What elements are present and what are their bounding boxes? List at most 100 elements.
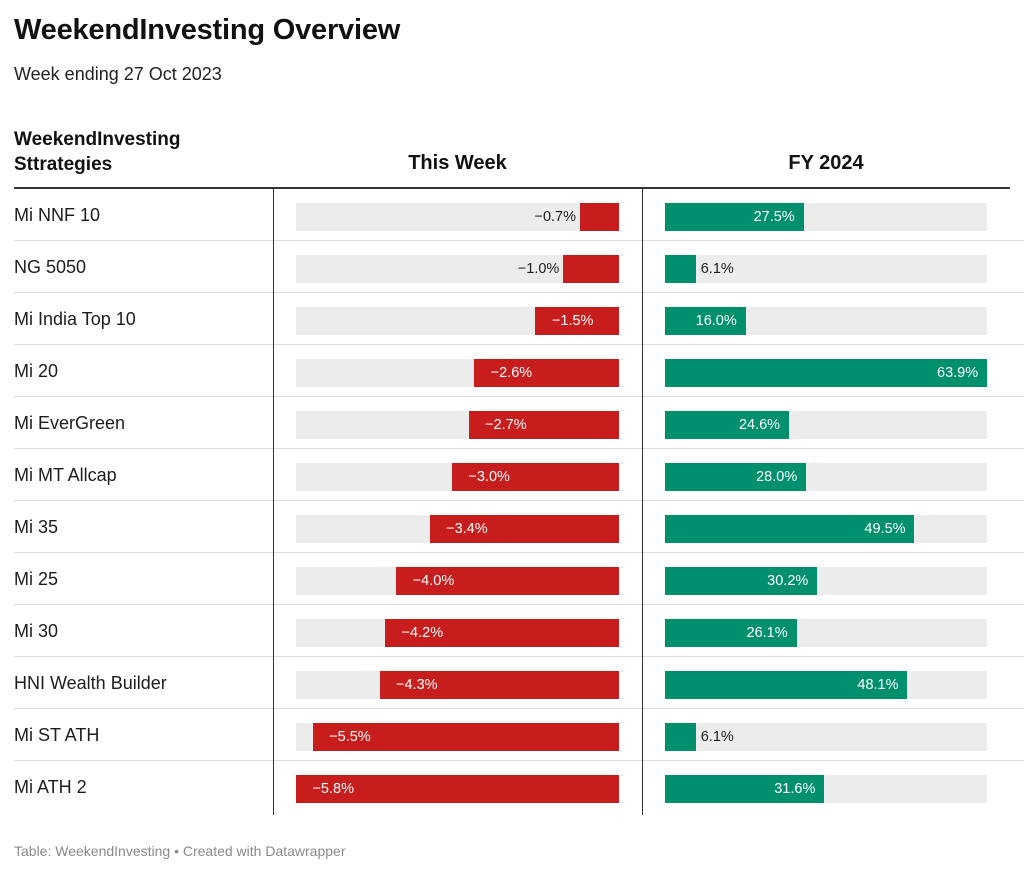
this-week-bar xyxy=(296,775,619,803)
this-week-track: −5.8% xyxy=(296,775,619,803)
column-divider-2 xyxy=(642,189,643,815)
table-row: Mi NNF 10 −0.7% 27.5% xyxy=(14,189,1024,241)
this-week-value: −5.5% xyxy=(329,729,371,745)
fy-2024-bar xyxy=(665,515,915,543)
fy-2024-value: 48.1% xyxy=(857,677,899,693)
fy-2024-value: 30.2% xyxy=(767,573,809,589)
strategy-name: HNI Wealth Builder xyxy=(14,673,167,693)
strategy-table: Mi NNF 10 −0.7% 27.5% NG 5050 −1.0% 6.1% Mi In… xyxy=(0,189,1024,813)
header-divider xyxy=(14,187,1010,189)
fy-2024-value: 63.9% xyxy=(937,365,979,381)
this-week-track: −1.5% xyxy=(296,307,619,335)
this-week-bar xyxy=(474,359,619,387)
this-week-bar xyxy=(385,619,619,647)
strategy-name: Mi India Top 10 xyxy=(14,309,136,329)
fy-2024-bar xyxy=(665,359,987,387)
this-week-track: −2.6% xyxy=(296,359,619,387)
page-title: WeekendInvesting Overview xyxy=(14,14,401,46)
this-week-bar xyxy=(468,411,619,439)
fy-2024-bar xyxy=(665,411,789,439)
this-week-value: −4.0% xyxy=(412,573,455,589)
fy-2024-value: 6.1% xyxy=(700,261,734,277)
fy-2024-value: 26.1% xyxy=(746,625,788,641)
strategy-name: Mi NNF 10 xyxy=(14,205,101,225)
fy-2024-track: 48.1% xyxy=(665,671,987,699)
strategy-name: Mi ST ATH xyxy=(14,725,100,745)
table-row: NG 5050 −1.0% 6.1% xyxy=(14,241,1024,293)
table-row: Mi 20 −2.6% 63.9% xyxy=(14,345,1024,397)
fy-2024-track: 63.9% xyxy=(665,359,987,387)
this-week-value: −3.4% xyxy=(446,521,488,537)
fy-2024-value: 6.1% xyxy=(700,729,734,745)
footer-credit: Table: WeekendInvesting • Created with D… xyxy=(14,843,346,859)
table-row: Mi ATH 2 −5.8% 31.6% xyxy=(14,761,1024,813)
this-week-bar xyxy=(429,515,619,543)
this-week-value: −5.8% xyxy=(312,781,354,797)
this-week-bar xyxy=(535,307,619,335)
fy-2024-track: 30.2% xyxy=(665,567,987,595)
this-week-value: −1.5% xyxy=(551,313,594,329)
fy-2024-value: 16.0% xyxy=(695,313,737,329)
fy-2024-value: 27.5% xyxy=(753,209,795,225)
table-row: Mi MT Allcap −3.0% 28.0% xyxy=(14,449,1024,501)
this-week-track: −4.2% xyxy=(296,619,619,647)
strategy-name: Mi ATH 2 xyxy=(14,777,87,797)
fy-2024-bar xyxy=(665,203,804,231)
column-divider-1 xyxy=(273,189,274,815)
this-week-track: −4.3% xyxy=(296,671,619,699)
column-header-this-week: This Week xyxy=(408,152,507,174)
column-header-strategies: WeekendInvesting Sttrategies xyxy=(14,129,181,175)
this-week-value: −4.2% xyxy=(401,625,444,641)
this-week-track: −0.7% xyxy=(296,203,619,231)
this-week-track: −5.5% xyxy=(296,723,619,751)
this-week-value: −4.3% xyxy=(396,677,438,693)
fy-2024-value: 49.5% xyxy=(864,521,906,537)
strategy-name: Mi 25 xyxy=(14,569,59,589)
fy-2024-bar xyxy=(665,723,696,751)
fy-2024-bar xyxy=(665,307,746,335)
strategy-name: Mi 30 xyxy=(14,621,59,641)
this-week-bar xyxy=(379,671,619,699)
this-week-value: −1.0% xyxy=(517,261,560,277)
this-week-value: −2.6% xyxy=(490,365,533,381)
fy-2024-track: 27.5% xyxy=(665,203,987,231)
this-week-value: −2.7% xyxy=(485,417,527,433)
fy-2024-value: 31.6% xyxy=(774,781,816,797)
fy-2024-track: 49.5% xyxy=(665,515,987,543)
fy-2024-track: 28.0% xyxy=(665,463,987,491)
table-row: Mi 25 −4.0% 30.2% xyxy=(14,553,1024,605)
column-header-fy-2024: FY 2024 xyxy=(788,152,864,174)
strategy-name: Mi MT Allcap xyxy=(14,465,117,485)
this-week-track: −1.0% xyxy=(296,255,619,283)
this-week-track: −3.4% xyxy=(296,515,619,543)
strategy-name: Mi 35 xyxy=(14,517,59,537)
this-week-value: −3.0% xyxy=(468,469,510,485)
fy-2024-value: 24.6% xyxy=(738,417,781,433)
this-week-track: −3.0% xyxy=(296,463,619,491)
this-week-bar xyxy=(451,463,619,491)
this-week-bar xyxy=(312,723,619,751)
table-row: Mi 30 −4.2% 26.1% xyxy=(14,605,1024,657)
fy-2024-track: 6.1% xyxy=(665,255,987,283)
fy-2024-bar xyxy=(665,619,797,647)
fy-2024-bar xyxy=(665,463,807,491)
fy-2024-track: 16.0% xyxy=(665,307,987,335)
fy-2024-bar xyxy=(665,775,825,803)
this-week-track: −2.7% xyxy=(296,411,619,439)
table-row: Mi ST ATH −5.5% 6.1% xyxy=(14,709,1024,761)
strategy-name: Mi 20 xyxy=(14,361,59,381)
page-subtitle: Week ending 27 Oct 2023 xyxy=(14,64,222,84)
fy-2024-track: 24.6% xyxy=(665,411,987,439)
this-week-track: −4.0% xyxy=(296,567,619,595)
strategy-name: Mi EverGreen xyxy=(14,413,126,433)
this-week-bar xyxy=(580,203,619,231)
fy-2024-bar xyxy=(665,255,696,283)
table-row: HNI Wealth Builder −4.3% 48.1% xyxy=(14,657,1024,709)
fy-2024-bar xyxy=(665,671,908,699)
fy-2024-track: 26.1% xyxy=(665,619,987,647)
fy-2024-bar xyxy=(665,567,818,595)
fy-2024-value: 28.0% xyxy=(756,469,798,485)
this-week-value: −0.7% xyxy=(534,209,577,225)
table-row: Mi EverGreen −2.7% 24.6% xyxy=(14,397,1024,449)
fy-2024-track: 6.1% xyxy=(665,723,987,751)
